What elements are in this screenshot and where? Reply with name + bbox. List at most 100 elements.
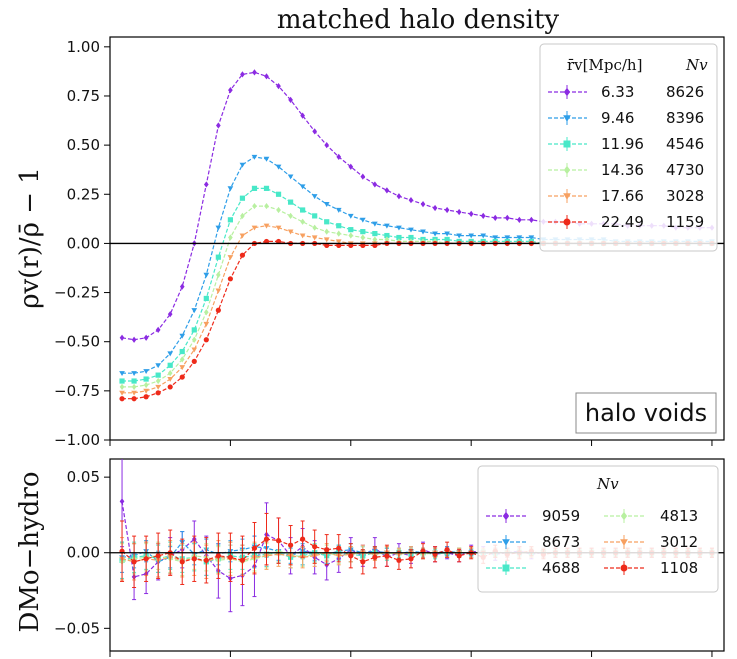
top-data-point xyxy=(396,225,402,231)
top-data-point xyxy=(155,377,161,385)
top-data-point xyxy=(263,238,270,245)
top-data-point xyxy=(335,207,342,213)
legend-count: 8673 xyxy=(542,533,580,551)
top-data-point xyxy=(227,186,234,192)
top-data-point xyxy=(336,223,342,229)
top-data-point xyxy=(444,231,450,237)
top-data-point xyxy=(287,174,294,180)
legend-count: 4813 xyxy=(660,507,698,525)
top-data-point xyxy=(215,225,222,231)
legend-count: 4730 xyxy=(666,161,704,179)
top-y-axis-label: ρv(r)/ρ̄ − 1 xyxy=(15,167,45,309)
bottom-legend: Nv 9059 8673 4688 4813 3012 1108 xyxy=(477,465,719,593)
annotation-text: halo voids xyxy=(585,399,707,427)
top-data-point xyxy=(119,378,125,384)
bottom-data-point xyxy=(131,559,137,565)
top-data-point xyxy=(203,321,210,327)
top-data-point xyxy=(396,193,402,200)
top-data-point xyxy=(336,242,342,248)
bottom-data-point xyxy=(324,547,330,553)
top-data-point xyxy=(167,384,173,390)
bottom-legend-item: 4688 xyxy=(486,559,580,577)
top-data-point xyxy=(155,372,161,378)
top-data-point xyxy=(179,348,185,355)
top-data-point xyxy=(264,202,269,210)
top-ytick-label: −0.75 xyxy=(54,382,100,400)
bottom-legend-item: 4813 xyxy=(604,507,698,525)
bottom-legend-header: Nv xyxy=(596,475,619,493)
legend-count: 8626 xyxy=(666,83,704,101)
bottom-legend-item: 8673 xyxy=(486,533,580,551)
legend-radius: 14.36 xyxy=(601,161,644,179)
top-data-point xyxy=(239,195,246,201)
top-data-point xyxy=(276,83,281,90)
legend-marker xyxy=(620,511,628,521)
top-legend-item: 22.49 1159 xyxy=(548,213,704,231)
top-data-point xyxy=(276,206,281,214)
top-data-point xyxy=(528,235,535,241)
top-data-point xyxy=(300,218,305,225)
top-data-point xyxy=(347,213,354,219)
top-data-point xyxy=(372,181,378,188)
legend-marker xyxy=(502,539,510,546)
legend-radius: 9.46 xyxy=(601,109,634,127)
top-data-point xyxy=(239,162,246,168)
bottom-legend-item: 3012 xyxy=(604,533,698,551)
legend-radius: 6.33 xyxy=(601,83,634,101)
top-data-point xyxy=(348,242,354,248)
top-data-point xyxy=(372,242,378,248)
legend-radius: 17.66 xyxy=(601,187,644,205)
legend-marker xyxy=(502,511,510,521)
top-data-point xyxy=(311,235,318,241)
top-data-point xyxy=(143,388,149,394)
top-legend-items: 6.33 8626 9.46 8396 11.96 4546 14.36 4730 17.66 3… xyxy=(548,83,704,231)
bottom-data-point xyxy=(456,553,462,559)
top-data-point xyxy=(216,271,221,278)
top-data-point xyxy=(131,378,137,384)
bottom-legend-items: 9059 8673 4688 4813 3012 1108 xyxy=(486,507,698,577)
top-ytick-label: −0.50 xyxy=(54,333,100,351)
top-data-point xyxy=(275,164,282,170)
top-data-point xyxy=(529,216,534,223)
bottom-data-point xyxy=(360,559,366,565)
top-data-point xyxy=(384,187,390,194)
top-data-point xyxy=(372,230,378,237)
bottom-data-point xyxy=(179,559,185,565)
top-data-point xyxy=(155,326,161,334)
top-legend-item: 6.33 8626 xyxy=(548,83,704,101)
top-data-point xyxy=(251,225,258,231)
bottom-data-point xyxy=(191,556,197,562)
top-data-point xyxy=(420,229,426,235)
bottom-data-point xyxy=(396,557,402,563)
top-data-point xyxy=(191,347,198,353)
top-data-point xyxy=(275,225,282,231)
top-data-point xyxy=(239,233,246,239)
legend-count: 4688 xyxy=(542,559,580,577)
top-data-point xyxy=(215,307,221,313)
top-ytick-label: −0.25 xyxy=(54,284,100,302)
top-data-point xyxy=(179,283,185,290)
legend-count: 1108 xyxy=(660,559,698,577)
top-data-point xyxy=(143,334,149,341)
top-data-point xyxy=(323,202,330,207)
legend-count: 8396 xyxy=(666,109,704,127)
top-data-point xyxy=(480,233,487,239)
top-data-point xyxy=(480,212,486,220)
top-data-point xyxy=(312,224,318,231)
top-data-point xyxy=(288,96,293,104)
top-data-point xyxy=(119,334,125,341)
top-data-point xyxy=(227,217,233,223)
bottom-data-point xyxy=(263,536,270,542)
bottom-y-axis: −0.05 0.00 0.05 xyxy=(54,468,110,637)
top-data-point xyxy=(119,371,125,377)
top-data-point xyxy=(359,217,366,223)
top-data-point xyxy=(360,234,366,241)
bottom-data-point xyxy=(372,554,378,560)
top-data-point xyxy=(191,327,197,333)
bottom-data-point xyxy=(239,557,246,563)
top-data-point xyxy=(312,213,318,219)
top-data-point xyxy=(119,390,125,396)
top-data-point xyxy=(468,233,475,239)
top-data-point xyxy=(300,112,305,119)
